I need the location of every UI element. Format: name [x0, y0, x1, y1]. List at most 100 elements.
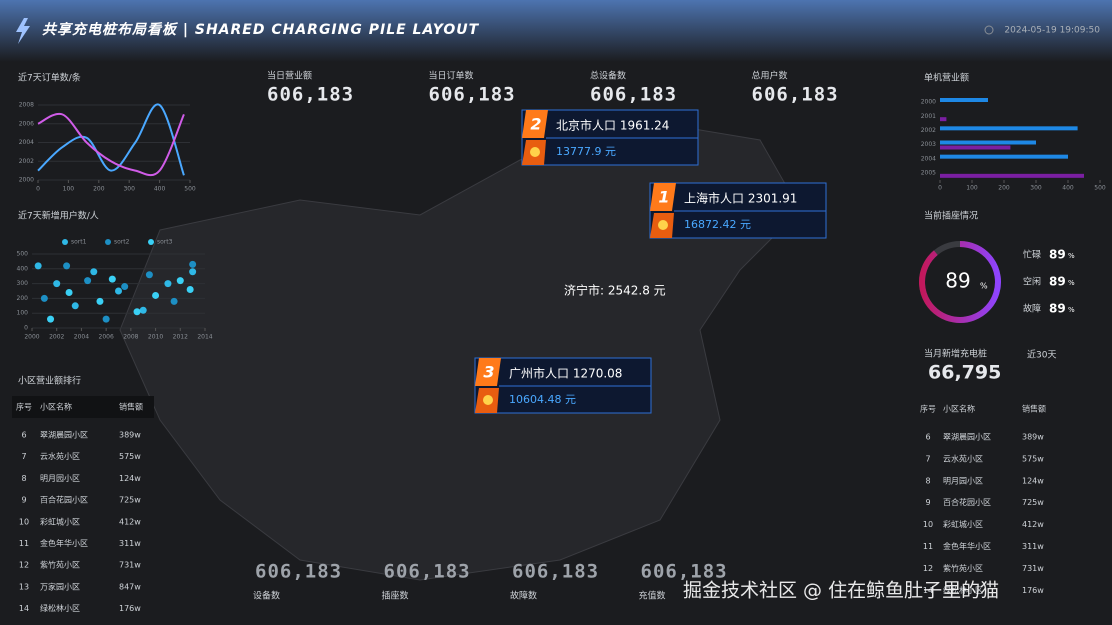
table-header: 销售额	[1022, 404, 1046, 414]
stat-value: 606,183	[267, 84, 354, 106]
x-tick-label: 2014	[197, 334, 212, 341]
table-cell: 云水苑小区	[40, 451, 80, 461]
callout-rank: 1	[658, 188, 669, 207]
scatter-point	[63, 262, 71, 270]
table-header: 小区名称	[40, 402, 72, 412]
table-cell: 9	[21, 496, 26, 505]
x-tick-label: 300	[123, 186, 135, 193]
x-tick-label: 500	[184, 186, 196, 193]
header-bar	[0, 0, 1112, 62]
y-tick-label: 2004	[19, 139, 34, 146]
status-unit: %	[1068, 252, 1075, 260]
scatter-point	[115, 287, 122, 295]
status-value: 89	[1049, 302, 1066, 316]
table-cell: 311w	[119, 539, 141, 548]
scatter-point	[139, 306, 147, 314]
x-tick-label: 500	[1094, 185, 1106, 192]
scatter-point	[47, 315, 55, 323]
status-value: 89	[1049, 275, 1066, 289]
status-value: 89	[1049, 248, 1066, 262]
callout-value: 13777.9 元	[556, 145, 616, 158]
table-cell: 731w	[1022, 564, 1044, 573]
stat-label: 充值数	[639, 590, 666, 602]
table-cell: 翠湖晨园小区	[40, 431, 88, 440]
legend-label: sort2	[114, 239, 130, 246]
y-tick-label: 400	[17, 265, 29, 272]
line-series	[37, 103, 185, 176]
y-tick-label: 2003	[921, 141, 936, 148]
table-cell: 12	[923, 564, 933, 573]
x-tick-label: 200	[93, 186, 105, 193]
x-tick-label: 2002	[49, 334, 64, 341]
table-cell: 725w	[1022, 498, 1044, 507]
table-cell: 725w	[119, 496, 141, 505]
logo-icon	[16, 18, 30, 44]
table-cell: 云水苑小区	[943, 453, 983, 463]
table-header: 序号	[16, 402, 32, 412]
x-tick-label: 2008	[123, 334, 138, 341]
y-tick-label: 200	[17, 295, 29, 302]
bar	[940, 117, 947, 122]
table-cell: 412w	[119, 517, 141, 526]
scatter-point	[133, 308, 141, 316]
stat-label: 当日营业额	[267, 70, 312, 82]
table-cell: 6	[925, 433, 930, 442]
callout-rank: 3	[483, 363, 494, 382]
scatter-point	[53, 280, 61, 288]
x-tick-label: 100	[63, 186, 75, 193]
x-tick-label: 2000	[24, 334, 39, 341]
status-label: 忙碌	[1023, 249, 1041, 261]
table-cell: 14	[19, 604, 29, 613]
scatter-point	[170, 297, 178, 305]
stat-label: 当日订单数	[429, 70, 474, 82]
callout-value: 16872.42 元	[684, 218, 751, 231]
scatter-point	[71, 302, 79, 310]
stat-value: 606,183	[255, 561, 342, 583]
stat-value: 606,183	[429, 84, 516, 106]
stat-label: 故障数	[510, 590, 537, 602]
panel-title: 近7天订单数/条	[18, 72, 81, 84]
table-cell: 575w	[119, 452, 141, 461]
legend-label: sort3	[157, 239, 173, 246]
table-cell: 绿松林小区	[40, 603, 80, 613]
flame-icon	[530, 147, 540, 157]
x-tick-label: 2006	[99, 334, 114, 341]
flame-icon	[483, 395, 493, 405]
datetime: 2024-05-19 19:09:50	[1004, 26, 1100, 36]
x-tick-label: 400	[154, 186, 166, 193]
scatter-point	[152, 291, 160, 299]
table-cell: 10	[19, 517, 29, 526]
scatter-point	[102, 315, 110, 323]
table-cell: 8	[21, 474, 26, 483]
table-header: 小区名称	[943, 404, 975, 414]
bar	[940, 154, 1068, 159]
table-cell: 紫竹苑小区	[40, 560, 80, 570]
panel-title: 当前插座情况	[924, 210, 978, 222]
stat-label: 总设备数	[590, 70, 626, 82]
y-tick-label: 100	[17, 310, 29, 317]
y-tick-label: 500	[17, 251, 29, 258]
y-tick-label: 2000	[19, 177, 34, 184]
table-cell: 金色年华小区	[943, 541, 991, 551]
table-cell: 金色年华小区	[40, 538, 88, 548]
table-cell: 575w	[1022, 454, 1044, 463]
scatter-point	[145, 271, 153, 279]
table-cell: 彩虹城小区	[40, 516, 80, 526]
legend-swatch	[62, 239, 68, 245]
clock-icon	[984, 25, 994, 35]
table-header-bg	[12, 396, 154, 418]
x-tick-label: 2004	[74, 334, 89, 341]
table-cell: 11	[923, 542, 933, 551]
y-tick-label: 0	[24, 325, 28, 332]
y-tick-label: 2002	[19, 158, 34, 165]
table-cell: 731w	[119, 561, 141, 570]
status-label: 空闲	[1023, 276, 1041, 288]
table-cell: 389w	[1022, 433, 1044, 442]
status-unit: %	[1068, 306, 1075, 314]
table-cell: 明月园小区	[40, 474, 80, 483]
line-series	[37, 112, 185, 177]
callout-title: 北京市人口 1961.24	[556, 118, 669, 133]
table-cell: 13	[19, 582, 29, 591]
x-tick-label: 200	[998, 185, 1010, 192]
